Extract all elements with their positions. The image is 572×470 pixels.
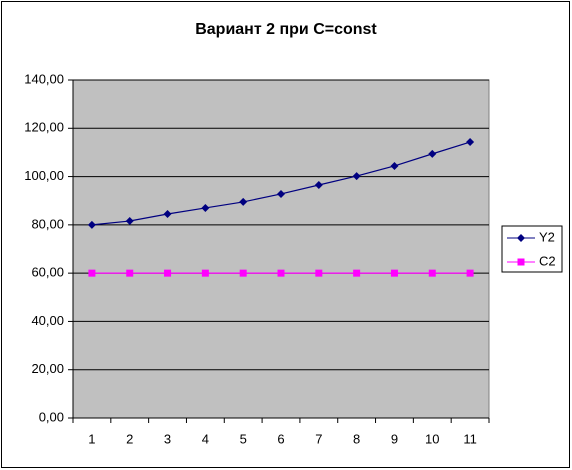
data-point bbox=[390, 269, 398, 277]
chart-title: Вариант 2 при C=const bbox=[195, 21, 377, 38]
data-point bbox=[314, 181, 323, 190]
x-tick-label: 1 bbox=[88, 431, 95, 446]
plot-area bbox=[72, 79, 490, 419]
data-point bbox=[201, 203, 210, 212]
data-point bbox=[277, 269, 285, 277]
y-tick-label: 100,00 bbox=[24, 168, 64, 183]
data-point bbox=[466, 138, 475, 147]
legend-marker bbox=[517, 258, 525, 266]
x-tick-label: 4 bbox=[202, 431, 209, 446]
data-point bbox=[315, 269, 323, 277]
x-tick-label: 3 bbox=[164, 431, 171, 446]
y-tick-label: 120,00 bbox=[24, 120, 64, 135]
data-point bbox=[201, 269, 209, 277]
data-point bbox=[125, 216, 134, 225]
data-point bbox=[428, 269, 436, 277]
data-point bbox=[126, 269, 134, 277]
data-point bbox=[239, 197, 248, 206]
x-tick-label: 7 bbox=[315, 431, 322, 446]
data-point bbox=[87, 220, 96, 229]
data-point bbox=[277, 189, 285, 198]
y-tick-label: 20,00 bbox=[31, 361, 64, 376]
x-tick-label: 8 bbox=[353, 431, 360, 446]
legend-label: Y2 bbox=[539, 229, 555, 244]
y-tick-label: 80,00 bbox=[31, 216, 64, 231]
x-tick-label: 11 bbox=[463, 431, 477, 446]
data-point bbox=[239, 269, 247, 277]
y-tick-label: 0,00 bbox=[39, 409, 64, 424]
y-tick-label: 40,00 bbox=[31, 313, 64, 328]
x-tick-label: 10 bbox=[425, 431, 439, 446]
x-tick-label: 6 bbox=[277, 431, 284, 446]
data-point bbox=[163, 209, 172, 218]
y-tick-label: 60,00 bbox=[31, 265, 64, 280]
data-point bbox=[352, 172, 361, 181]
data-point bbox=[164, 269, 172, 277]
data-point bbox=[428, 149, 437, 158]
x-tick-label: 2 bbox=[126, 431, 133, 446]
legend bbox=[501, 225, 563, 273]
x-tick-label: 9 bbox=[391, 431, 398, 446]
data-point bbox=[88, 269, 96, 277]
legend-marker bbox=[517, 234, 525, 242]
y-tick-label: 140,00 bbox=[24, 71, 64, 86]
data-point bbox=[390, 161, 399, 170]
data-point bbox=[353, 269, 361, 277]
legend-label: C2 bbox=[539, 253, 556, 268]
x-tick-label: 5 bbox=[240, 431, 247, 446]
data-point bbox=[466, 269, 474, 277]
